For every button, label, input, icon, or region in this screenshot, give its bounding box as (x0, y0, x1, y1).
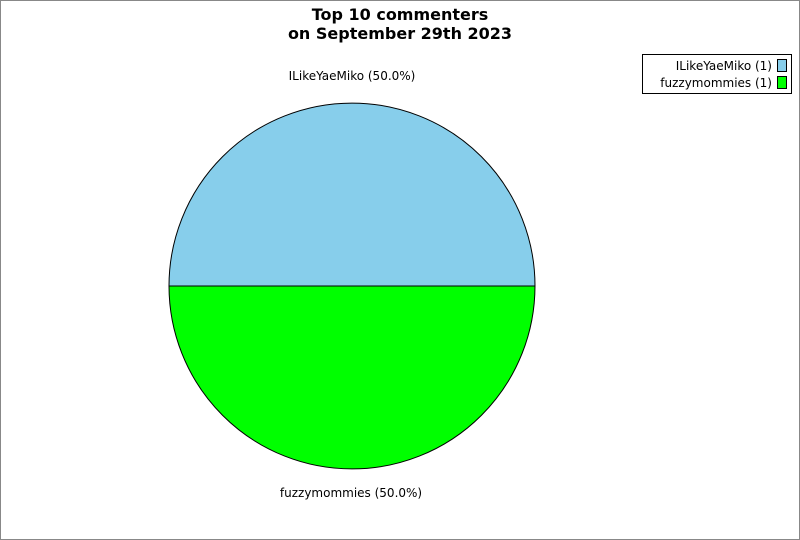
legend-swatch (777, 59, 787, 72)
legend-label: fuzzymommies (1) (660, 75, 772, 90)
pie-slice-fuzzymommies (168, 285, 536, 470)
pie-slice-ilikeyaemiko (168, 102, 536, 287)
legend-label: ILikeYaeMiko (1) (675, 58, 772, 73)
legend: ILikeYaeMiko (1) fuzzymommies (1) (642, 54, 792, 94)
slice-label-fuzzymommies: fuzzymommies (50.0%) (279, 486, 423, 500)
legend-swatch (777, 76, 787, 89)
legend-item: fuzzymommies (1) (647, 74, 787, 91)
chart-title-line2: on September 29th 2023 (287, 24, 513, 43)
legend-item: ILikeYaeMiko (1) (647, 57, 787, 74)
chart-title: Top 10 commenters on September 29th 2023 (1, 5, 799, 43)
chart-title-line1: Top 10 commenters (311, 5, 489, 24)
slice-label-ilikeyaemiko: ILikeYaeMiko (50.0%) (288, 69, 416, 83)
